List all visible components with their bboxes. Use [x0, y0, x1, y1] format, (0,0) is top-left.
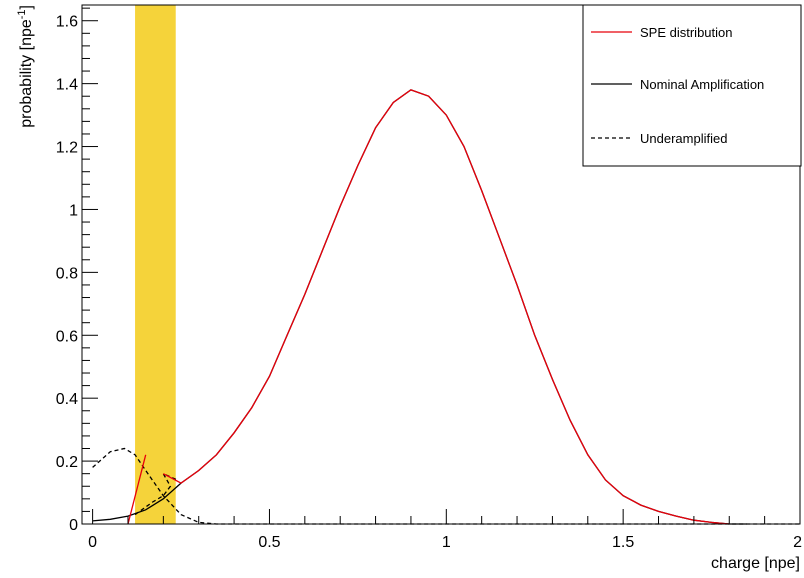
- x-tick-label-4: 2: [793, 534, 802, 551]
- y-tick-label-7: 1.4: [56, 77, 78, 94]
- series-layer: [92, 89, 800, 525]
- y-tick-label-6: 1.2: [56, 140, 78, 157]
- y-tick-label-4: 0.8: [56, 265, 78, 282]
- x-tick-label-3: 1.5: [612, 534, 634, 551]
- series-line-0-0: [127, 454, 147, 525]
- y-tick-label-0: 0: [69, 517, 78, 534]
- highlight-band-layer: [135, 5, 176, 524]
- x-axis-title: charge [npe]: [711, 555, 800, 572]
- y-axis-title-close: ]: [18, 5, 35, 9]
- legend-label-spe: SPE distribution: [640, 25, 733, 40]
- y-tick-label-1: 0.2: [56, 454, 78, 471]
- y-tick-label-5: 1: [69, 202, 78, 219]
- y-axis-title: probability [npe-1]: [16, 5, 35, 128]
- y-tick-label-8: 1.6: [56, 14, 78, 31]
- axis-ticks: 0 0.2 0.4 0.6 0.8 1 1.2 1.4 1.6 0 0.5 1 1.5 2: [56, 7, 802, 551]
- legend-label-underamplified: Underamplified: [640, 131, 727, 146]
- series-line-0-1: [162, 89, 730, 525]
- x-tick-label-0: 0: [88, 534, 97, 551]
- legend: SPE distribution Nominal Amplification U…: [582, 4, 802, 167]
- plot-area-border: [81, 4, 801, 525]
- x-tick-label-2: 1: [442, 534, 451, 551]
- plot-frame: [81, 4, 801, 525]
- y-tick-label-2: 0.4: [56, 391, 78, 408]
- y-axis-title-main: probability [npe: [18, 19, 35, 128]
- legend-label-nominal: Nominal Amplification: [640, 77, 764, 92]
- series-line-2-0: [92, 447, 800, 525]
- y-axis-title-sup: -1: [16, 9, 28, 19]
- x-tick-label-1: 0.5: [258, 534, 280, 551]
- y-tick-label-3: 0.6: [56, 328, 78, 345]
- highlight-band: [135, 5, 176, 524]
